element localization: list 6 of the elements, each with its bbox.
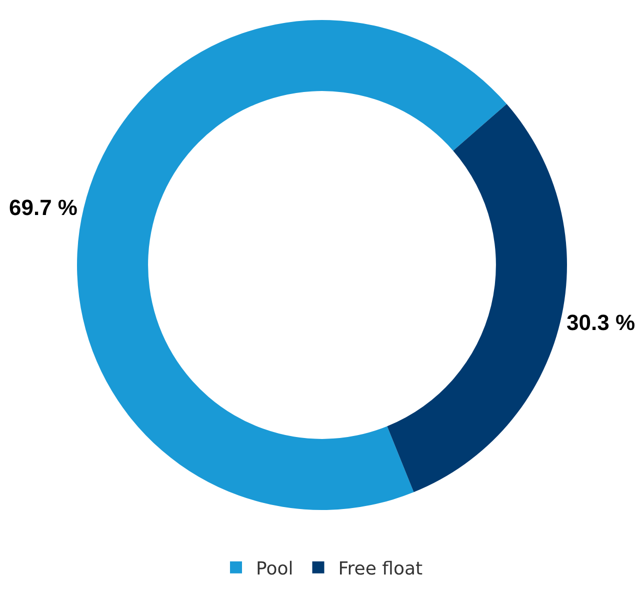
donut-slice bbox=[77, 20, 507, 510]
legend-label: Free float bbox=[338, 558, 423, 580]
data-label: 30.3 % bbox=[566, 310, 636, 336]
legend-label: Pool bbox=[256, 558, 294, 580]
data-label: 69.7 % bbox=[8, 194, 78, 220]
donut-slice bbox=[387, 104, 567, 492]
